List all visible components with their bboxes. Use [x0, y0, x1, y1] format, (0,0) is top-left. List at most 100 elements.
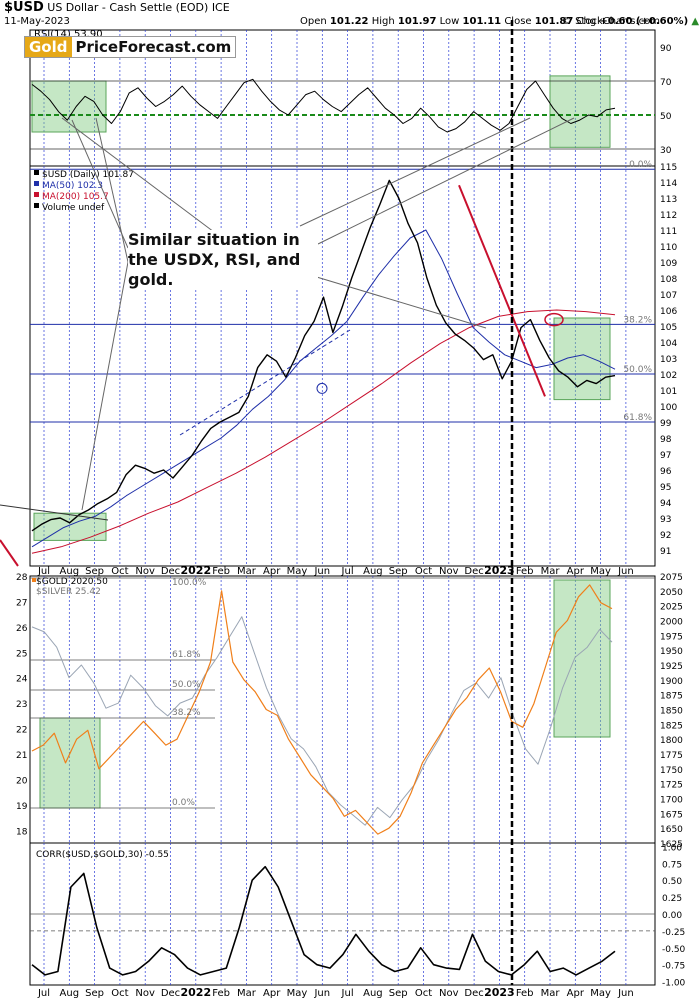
x-tick-label: Nov: [135, 566, 155, 577]
gold-fib-label: 38.2%: [172, 708, 201, 718]
x-tick-label: Dec: [464, 988, 483, 999]
x-tick-label: Feb: [212, 566, 230, 577]
ma200-line: [31, 309, 616, 554]
gold-fib-label: 100.0%: [172, 578, 207, 588]
chart-date: 11-May-2023: [4, 16, 70, 27]
usd-highlight-box: [553, 317, 611, 401]
gold-y-tick-label: 1925: [660, 662, 683, 672]
usd-legend-entry: MA(200) 105.7: [42, 192, 109, 202]
usd-y-tick-label: 113: [660, 195, 677, 205]
x-tick-label: 2023: [484, 986, 515, 999]
x-tick-label: Oct: [111, 566, 128, 577]
x-tick-label: Jun: [617, 566, 634, 577]
x-tick-label: May: [590, 988, 611, 999]
gold-y-tick-label: 1900: [660, 677, 683, 687]
gold-fib-label: 0.0%: [172, 798, 195, 808]
x-tick-label: 2023: [484, 564, 515, 577]
gold-y-tick-label: 1725: [660, 781, 683, 791]
gold-y-tick-label: 1975: [660, 632, 683, 642]
silver-y-tick-label: 21: [16, 751, 27, 761]
usd-y-tick-label: 101: [660, 387, 677, 397]
corr-y-tick-label: 0.75: [662, 860, 682, 870]
fib-label: 38.2%: [623, 315, 652, 325]
usd-y-tick-label: 91: [660, 547, 671, 557]
gold-highlight-box: [39, 717, 101, 809]
x-tick-label: Jun: [617, 988, 634, 999]
gold-y-tick-label: 2050: [660, 588, 683, 598]
gold-y-tick-label: 1875: [660, 692, 683, 702]
corr-y-tick-label: 0.50: [662, 877, 682, 887]
gold-y-tick-label: 2025: [660, 603, 683, 613]
silver-y-tick-label: 25: [16, 649, 27, 659]
annotation-pointer: [61, 117, 219, 236]
gold-fib-label: 50.0%: [172, 680, 201, 690]
x-tick-label: Dec: [161, 566, 180, 577]
gold-legend-entry: $GOLD 2020.50: [36, 577, 108, 587]
fib-label: 0.0%: [629, 160, 652, 170]
source-credit: © StockCharts.com: [561, 16, 660, 27]
x-tick-label: 2022: [180, 986, 211, 999]
usd-legend-entry: $USD (Daily) 101.87: [42, 170, 134, 180]
exchange: ICE: [211, 1, 230, 14]
x-tick-label: Dec: [161, 988, 180, 999]
corr-line: [31, 865, 616, 976]
annotation-pointer: [81, 261, 129, 511]
gold-y-tick-label: 1650: [660, 825, 683, 835]
usd-y-tick-label: 106: [660, 307, 677, 317]
gold-y-tick-label: 1775: [660, 751, 683, 761]
annotation-pointer: [299, 117, 531, 227]
silver-y-tick-label: 22: [16, 726, 27, 736]
fib-label: 50.0%: [623, 365, 652, 375]
x-tick-label: Nov: [135, 988, 155, 999]
annotation-pointer: [299, 271, 487, 329]
corr-y-tick-label: -0.50: [662, 945, 686, 955]
goldpriceforecast-logo[interactable]: Gold PriceForecast.com: [24, 36, 237, 58]
silver-legend-entry: $SILVER 25.42: [36, 587, 101, 597]
corr-y-tick-label: -1.00: [662, 979, 686, 989]
open-value: 101.22: [329, 16, 369, 27]
fib-label: 61.8%: [623, 413, 652, 423]
usd-y-tick-label: 112: [660, 211, 677, 221]
highlight-circle: [544, 312, 564, 327]
x-tick-label: 2022: [180, 564, 211, 577]
x-tick-label: Nov: [439, 566, 459, 577]
gold-y-tick-label: 1825: [660, 721, 683, 731]
gold-highlight-box: [553, 579, 611, 738]
silver-y-tick-label: 27: [16, 598, 27, 608]
x-tick-label: Apr: [567, 566, 585, 577]
panel-frame-usd: [29, 165, 656, 567]
x-tick-label: Mar: [237, 988, 257, 999]
x-tick-label: Oct: [415, 566, 432, 577]
corr-y-tick-label: 1.00: [662, 843, 682, 853]
x-tick-label: Aug: [363, 566, 383, 577]
symbol: $USD: [4, 0, 44, 15]
gold-y-tick-label: 1850: [660, 707, 683, 717]
x-tick-label: Sep: [389, 566, 408, 577]
usd-y-tick-label: 95: [660, 483, 671, 493]
usd-y-tick-label: 109: [660, 259, 677, 269]
highlight-circle: [316, 382, 328, 394]
usd-y-tick-label: 104: [660, 339, 677, 349]
usd-y-tick-label: 94: [660, 499, 672, 509]
usd-y-tick-label: 103: [660, 355, 677, 365]
rsi-highlight-box: [31, 80, 107, 133]
annotation-pointer: [71, 119, 129, 249]
usd-y-tick-label: 114: [660, 179, 677, 189]
x-tick-label: Aug: [363, 988, 383, 999]
rsi-y-tick-label: 30: [660, 146, 672, 156]
x-tick-label: Apr: [263, 988, 281, 999]
x-tick-label: Oct: [111, 988, 128, 999]
legend-swatch: [32, 578, 36, 582]
x-tick-label: Nov: [439, 988, 459, 999]
annotation-pointer: [317, 117, 575, 245]
usd-y-tick-label: 102: [660, 371, 677, 381]
ohlc-readout: Open 101.22 High 101.97 Low 101.11 Close…: [300, 16, 700, 27]
x-tick-label: Mar: [541, 566, 561, 577]
downtrend-line: [0, 539, 19, 567]
usd-y-tick-label: 111: [660, 227, 677, 237]
gold-line: [31, 584, 613, 835]
legend-swatch: [34, 203, 39, 208]
x-tick-label: Sep: [85, 566, 104, 577]
usd-highlight-box: [33, 512, 107, 541]
